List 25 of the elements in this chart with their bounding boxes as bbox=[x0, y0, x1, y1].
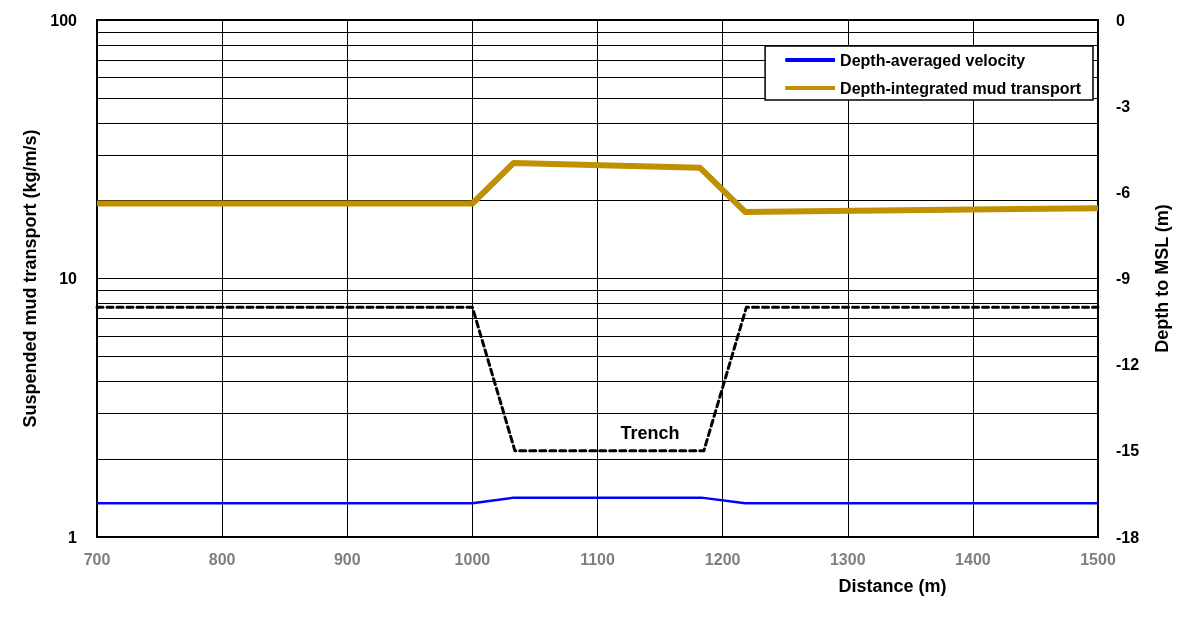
x-tick-label: 900 bbox=[333, 550, 361, 568]
y2-axis-title: Depth to MSL (m) bbox=[1152, 204, 1172, 353]
x-tick-label: 1200 bbox=[704, 550, 741, 568]
x-tick-label: 700 bbox=[83, 550, 111, 568]
x-tick-label: 1500 bbox=[1080, 550, 1116, 568]
annotation: Trench bbox=[620, 423, 680, 443]
y2-tick-label: -9 bbox=[1116, 270, 1131, 287]
x-axis-title: Distance (m) bbox=[838, 576, 947, 596]
x-tick-label: 800 bbox=[208, 550, 236, 568]
legend-label: Depth-averaged velocity bbox=[840, 51, 1026, 69]
y-tick-label: 10 bbox=[59, 270, 78, 287]
legend-label: Depth-integrated mud transport bbox=[840, 79, 1082, 97]
y2-tick-label: -3 bbox=[1116, 97, 1131, 115]
x-tick-label: 1300 bbox=[829, 550, 866, 568]
y-axis-title: Suspended mud transport (kg/m/s) bbox=[20, 129, 41, 428]
y2-tick-label: -15 bbox=[1116, 442, 1140, 460]
x-tick-label: 1400 bbox=[955, 550, 991, 568]
y2-tick-label: -18 bbox=[1116, 528, 1140, 546]
y-tick-label: 1 bbox=[68, 528, 78, 546]
y2-tick-label: 0 bbox=[1116, 11, 1125, 29]
y-tick-label: 100 bbox=[50, 11, 78, 29]
y2-tick-label: -12 bbox=[1116, 356, 1140, 374]
y2-tick-label: -6 bbox=[1116, 183, 1131, 201]
x-tick-label: 1000 bbox=[454, 550, 491, 568]
x-tick-label: 1100 bbox=[580, 550, 615, 568]
